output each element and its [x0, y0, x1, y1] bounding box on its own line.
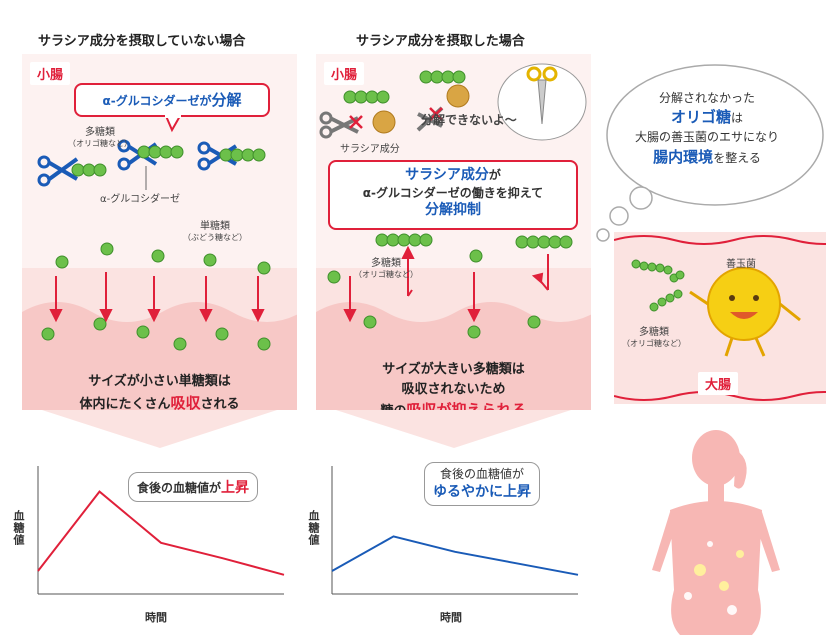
left-panel-illustration — [37, 114, 271, 351]
polysaccharide-text: 多糖類 — [85, 127, 115, 138]
monosaccharide-sub: （ぶどう糖など） — [183, 233, 247, 242]
middle-column-title: サラシア成分を摂取した場合 — [356, 34, 525, 49]
cloud-line3: 大腸の善玉菌のエサになり — [634, 130, 779, 145]
absorption-arrows — [343, 245, 549, 323]
salacia-box-line3: 分解抑制 — [425, 202, 481, 219]
middle-conclusion-line1: サイズが大きい多糖類は — [382, 362, 525, 377]
middle-ylabel: 血糖値 — [307, 510, 320, 546]
woman-silhouette — [652, 430, 780, 635]
scissors-icon — [37, 155, 79, 187]
enzyme-decompose-bubble: α-グルコシダーゼが分解 — [74, 83, 270, 117]
organ-label-small-intestine: 小腸 — [324, 62, 365, 85]
left-blood-sugar-line — [37, 490, 285, 576]
middle-down-arrow — [336, 410, 571, 448]
polysaccharide-sub: （オリゴ糖など） — [68, 139, 132, 148]
left-callout-emphasis: 上昇 — [221, 480, 250, 496]
polysaccharide-text: 多糖類 — [639, 327, 669, 338]
enzyme-bubble-action: 分解 — [211, 91, 242, 109]
enzyme-label: α-グルコシダーゼ — [100, 194, 181, 205]
left-column-title: サラシア成分を摂取していない場合 — [38, 34, 246, 49]
sugar-chain-icon — [343, 70, 466, 104]
salacia-box-line2: α-グルコシダーゼの働きを抑えて — [362, 185, 544, 200]
left-blood-sugar-chart — [37, 466, 285, 595]
polysaccharide-text: 多糖類 — [371, 258, 401, 269]
salacia-component-icon — [372, 110, 396, 134]
cloud-line2b: は — [731, 111, 744, 126]
left-xlabel: 時間 — [145, 611, 167, 624]
left-conclusion-line1: サイズが小さい単糖類は — [88, 374, 231, 389]
sugar-chain-icon — [219, 148, 266, 162]
cloud-line1: 分解されなかった — [658, 91, 755, 105]
absorption-arrows — [49, 272, 265, 323]
left-down-arrow — [42, 410, 277, 448]
block-cross-icon — [429, 107, 443, 121]
middle-panel-illustration — [319, 63, 587, 339]
left-polysaccharide-label: 多糖類 （オリゴ糖など） — [68, 126, 132, 149]
sugar-chain-icon — [327, 233, 573, 339]
left-conclusion: サイズが小さい単糖類は 体内にたくさん吸収される — [22, 372, 297, 414]
middle-blood-sugar-chart — [331, 466, 579, 595]
good-bacteria-label: 善玉菌 — [726, 259, 756, 270]
thought-cloud — [596, 64, 824, 242]
middle-callout-line2: ゆるやかに上昇 — [433, 483, 531, 500]
enzyme-bubble-prefix: α-グルコシダーゼが — [102, 94, 212, 108]
sugar-chain-icon — [71, 163, 107, 177]
left-conclusion-line2c: される — [200, 396, 240, 412]
large-intestine-wall — [614, 235, 826, 401]
middle-xlabel: 時間 — [440, 611, 462, 624]
right-polysaccharide-label: 多糖類 （オリゴ糖など） — [622, 326, 686, 349]
intestine-wall — [316, 302, 591, 410]
middle-conclusion-line2: 吸収されないため — [401, 381, 506, 397]
monosaccharide-label: 単糖類 （ぶどう糖など） — [183, 220, 247, 243]
left-ylabel: 血糖値 — [12, 510, 25, 546]
monosaccharide-icons — [41, 242, 271, 351]
salacia-box-line1b: が — [488, 168, 501, 182]
cloud-line4a: 腸内環境 — [653, 147, 714, 166]
cloud-line2a: オリゴ糖 — [670, 108, 731, 127]
sparkle-icons — [684, 541, 744, 615]
middle-chart-callout: 食後の血糖値が ゆるやかに上昇 — [424, 462, 540, 506]
polysaccharide-sub: （オリゴ糖など） — [622, 339, 686, 348]
intestine-wall — [22, 302, 297, 410]
scissors-speech-text: 分解できないよ〜 — [421, 113, 517, 127]
left-chart-callout: 食後の血糖値が上昇 — [128, 472, 259, 502]
cloud-line4b: を整える — [713, 150, 761, 165]
organ-label-small-intestine: 小腸 — [30, 62, 71, 85]
left-callout-text: 食後の血糖値が — [137, 481, 222, 495]
sugar-chain-icon — [137, 145, 184, 159]
salacia-component-icon — [446, 84, 470, 108]
middle-blood-sugar-line — [331, 535, 579, 576]
left-conclusion-line2a: 体内にたくさん — [79, 396, 171, 412]
middle-polysaccharide-label: 多糖類 （オリゴ糖など） — [354, 257, 418, 280]
salacia-box-line1a: サラシア成分 — [405, 167, 489, 183]
yellow-scissors-icon — [526, 66, 558, 125]
salacia-label: サラシア成分 — [340, 144, 400, 155]
polysaccharide-sub: （オリゴ糖など） — [354, 270, 418, 279]
salacia-inhibit-box: サラシア成分が α-グルコシダーゼの働きを抑えて 分解抑制 — [328, 160, 578, 230]
good-bacteria-icon — [689, 267, 801, 357]
cloud-text: 分解されなかった オリゴ糖は 大腸の善玉菌のエサになり 腸内環境を整える — [612, 90, 802, 168]
middle-callout-line1: 食後の血糖値が — [439, 467, 524, 481]
block-cross-icon — [349, 115, 363, 129]
left-conclusion-line2b: 吸収 — [170, 393, 201, 412]
large-intestine-panel: 善玉菌 多糖類 （オリゴ糖など） 大腸 — [614, 232, 826, 404]
organ-label-large-intestine: 大腸 — [698, 372, 739, 395]
monosaccharide-text: 単糖類 — [200, 221, 230, 232]
